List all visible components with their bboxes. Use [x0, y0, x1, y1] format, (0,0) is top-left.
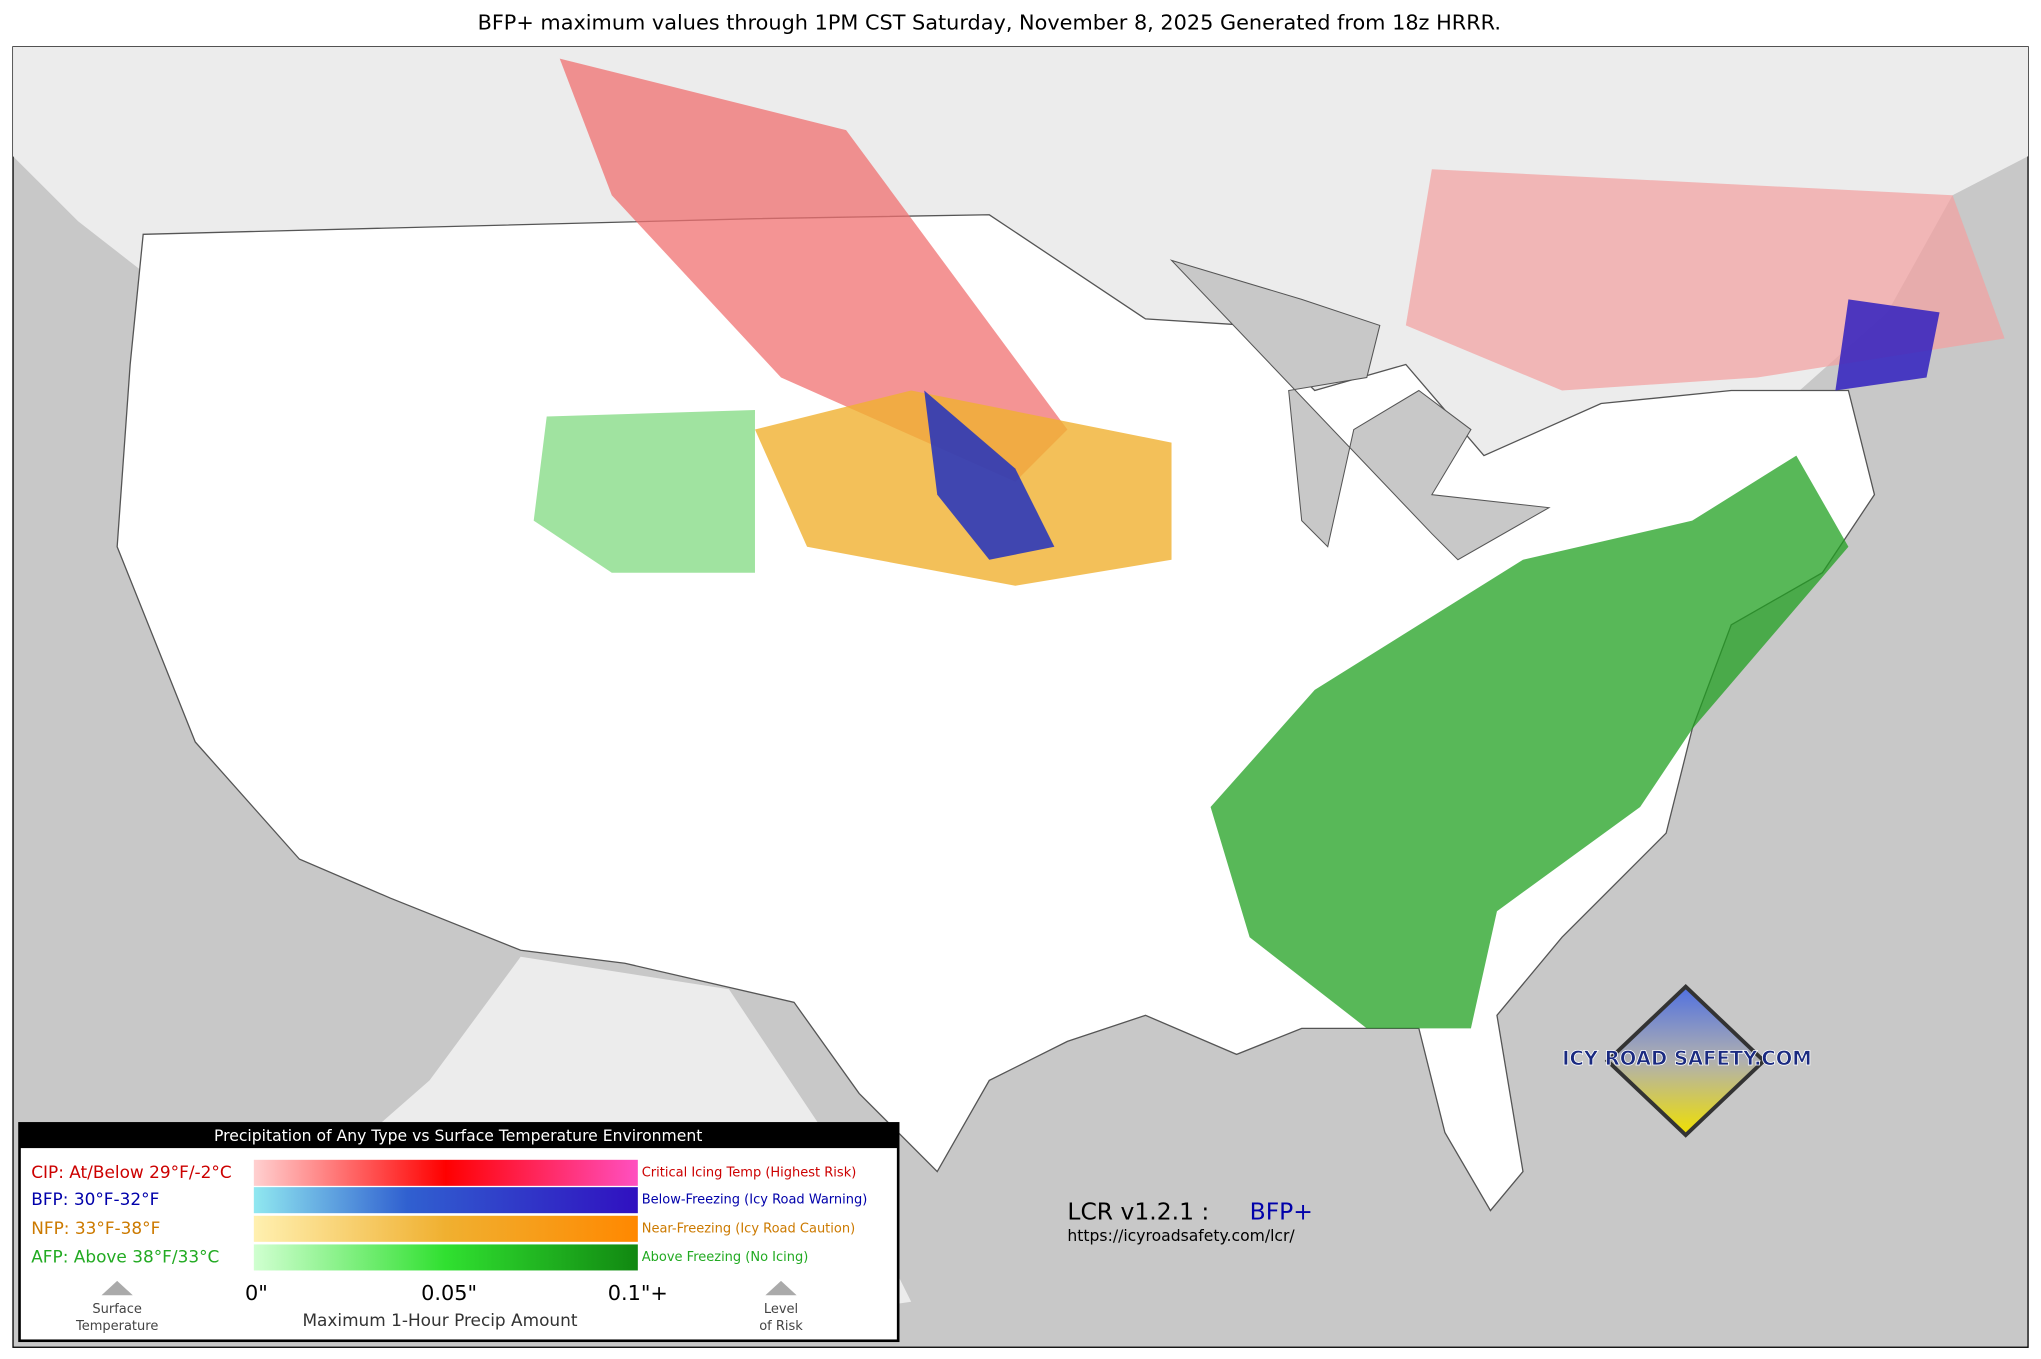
afp-area: [1210, 455, 1849, 1029]
content: BFP+ maximum values through 1PM CST Satu…: [12, 10, 2029, 1348]
product-url: https://icyroadsafety.com/lcr/: [1067, 1227, 1295, 1245]
legend-gradient: [253, 1159, 638, 1186]
legend-label: BFP: 30°F-32°F: [31, 1189, 159, 1209]
logo-text: ICY ROAD SAFETY.COM: [1562, 1047, 1811, 1070]
legend-header: Precipitation of Any Type vs Surface Tem…: [214, 1127, 702, 1145]
bfp-area: [924, 390, 1055, 560]
legend-description: Below-Freezing (Icy Road Warning): [642, 1193, 868, 1208]
scale-label: 0.05": [421, 1281, 477, 1305]
legend-gradient: [253, 1215, 638, 1242]
scale-label: 0.1"+: [608, 1281, 668, 1305]
legend-gradient: [253, 1187, 638, 1214]
legend-label: CIP: At/Below 29°F/-2°C: [31, 1162, 231, 1182]
legend-description: Above Freezing (No Icing): [642, 1250, 809, 1265]
bfp-area: [1835, 299, 1940, 391]
cip-area: [559, 58, 1068, 482]
great-lakes: [1169, 259, 1551, 561]
right-caption: Level: [764, 1302, 798, 1317]
afp-area: [533, 410, 755, 573]
legend: Precipitation of Any Type vs Surface Tem…: [18, 1122, 900, 1343]
arrow-icon: [765, 1280, 797, 1296]
legend-label: NFP: 33°F-38°F: [31, 1218, 160, 1238]
legend-gradient: [253, 1244, 638, 1271]
legend-description: Critical Icing Temp (Highest Risk): [642, 1165, 857, 1180]
logo: ICY ROAD SAFETY.COM: [1562, 983, 1812, 1138]
legend-header-band: [19, 1123, 899, 1149]
arrow-icon: [101, 1280, 133, 1296]
product-version: LCR v1.2.1 :: [1067, 1198, 1209, 1226]
title: BFP+ maximum values through 1PM CST Satu…: [478, 10, 1501, 34]
map: [12, 46, 2029, 1348]
axis-label: Maximum 1-Hour Precip Amount: [302, 1310, 577, 1330]
left-caption: Temperature: [75, 1319, 158, 1334]
legend-description: Near-Freezing (Icy Road Caution): [642, 1221, 855, 1236]
right-caption: of Risk: [759, 1319, 803, 1334]
legend-label: AFP: Above 38°F/33°C: [31, 1246, 219, 1266]
product-name: BFP+: [1250, 1198, 1313, 1226]
scale-label: 0": [245, 1281, 268, 1305]
left-caption: Surface: [92, 1302, 142, 1317]
